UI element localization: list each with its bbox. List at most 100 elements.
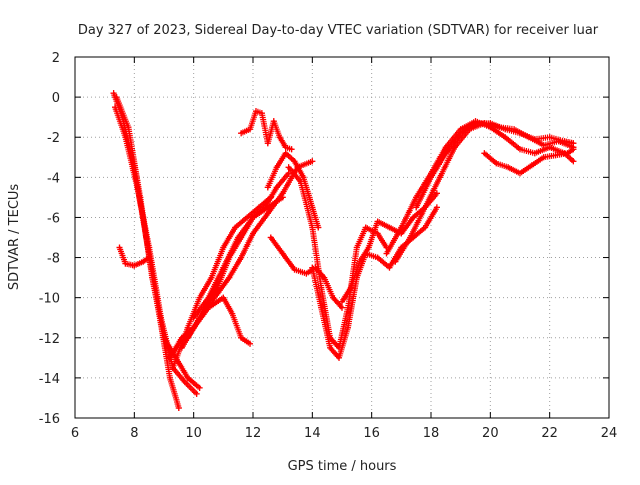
data-point: [149, 274, 156, 281]
data-point: [161, 334, 167, 341]
data-point: [374, 254, 381, 261]
data-point: [113, 94, 120, 101]
data-point: [232, 224, 239, 231]
data-point: [472, 120, 479, 127]
series-track-10: [238, 108, 295, 153]
data-point: [339, 298, 345, 305]
y-tick-label: 2: [52, 51, 60, 66]
data-point: [564, 150, 571, 157]
data-point: [386, 264, 393, 271]
data-point: [309, 264, 316, 271]
data-point: [344, 304, 351, 311]
y-tick-label: -16: [39, 412, 60, 427]
data-point: [407, 234, 414, 241]
y-tick-label: -10: [39, 292, 60, 307]
data-point: [339, 304, 345, 311]
x-tick-label: 6: [71, 426, 79, 441]
chart-title: Day 327 of 2023, Sidereal Day-to-day VTE…: [78, 23, 599, 38]
data-point: [291, 158, 298, 165]
data-point: [247, 126, 254, 133]
data-point: [264, 140, 271, 147]
data-point: [386, 224, 393, 231]
data-point: [282, 144, 289, 151]
series-track-4: [116, 244, 153, 269]
y-axis-label: SDTVAR / TECUs: [7, 184, 22, 291]
data-point: [309, 224, 316, 231]
data-layer: [110, 90, 577, 411]
data-point: [276, 134, 283, 141]
data-point: [561, 138, 568, 145]
data-point: [493, 160, 500, 167]
data-point: [193, 390, 200, 397]
plot-frame: [74, 56, 610, 419]
x-axis-label: GPS time / hours: [288, 459, 397, 474]
data-point: [214, 290, 221, 297]
data-point: [502, 126, 509, 133]
data-point: [433, 204, 440, 211]
data-point: [570, 140, 577, 147]
data-point: [199, 310, 206, 317]
data-point: [428, 174, 434, 181]
data-point: [336, 354, 343, 361]
data-point: [131, 262, 138, 269]
data-point: [184, 324, 191, 331]
series-track-12: [267, 234, 345, 311]
data-point: [374, 218, 381, 225]
data-point: [309, 204, 316, 211]
data-point: [229, 310, 236, 317]
x-tick-label: 24: [601, 426, 618, 441]
data-point: [220, 294, 227, 301]
data-point: [353, 244, 360, 251]
x-tick-label: 8: [130, 426, 138, 441]
data-point: [220, 264, 227, 271]
data-markers: [112, 104, 200, 397]
x-tick-label: 10: [185, 426, 202, 441]
data-point: [297, 178, 304, 185]
data-point: [270, 118, 277, 125]
data-point: [125, 124, 132, 131]
data-point: [356, 258, 363, 265]
data-point: [442, 150, 449, 157]
data-point: [273, 184, 280, 191]
series-track-11: [264, 150, 322, 231]
data-point: [365, 244, 372, 251]
y-tick-label: 0: [52, 91, 60, 106]
data-point: [413, 204, 420, 211]
data-point: [238, 254, 245, 261]
data-point: [137, 194, 144, 201]
data-point: [505, 164, 512, 171]
data-point: [344, 324, 351, 331]
data-point: [347, 284, 354, 291]
data-point: [208, 274, 215, 281]
data-markers: [413, 120, 577, 211]
data-point: [288, 146, 295, 153]
data-point: [321, 274, 328, 281]
data-point: [110, 90, 117, 97]
series-track-16: [383, 118, 577, 257]
series-track-9: [190, 194, 286, 321]
x-tick-label: 12: [245, 426, 262, 441]
data-point: [517, 146, 523, 153]
data-point: [169, 364, 176, 371]
data-point: [250, 214, 256, 221]
data-point: [220, 244, 227, 251]
data-point: [122, 260, 129, 267]
data-point: [178, 344, 185, 351]
data-point: [540, 142, 547, 149]
data-point: [422, 204, 429, 211]
data-point: [238, 130, 245, 137]
data-point: [517, 170, 523, 177]
data-point: [205, 294, 212, 301]
data-point: [300, 174, 307, 181]
data-point: [285, 164, 292, 171]
data-point: [502, 134, 509, 141]
data-point: [175, 404, 182, 411]
data-point: [309, 158, 316, 165]
data-point: [258, 110, 265, 117]
data-point: [318, 284, 325, 291]
data-point: [146, 254, 153, 261]
data-point: [410, 214, 417, 221]
series-track-8: [184, 158, 316, 341]
data-point: [112, 104, 119, 111]
